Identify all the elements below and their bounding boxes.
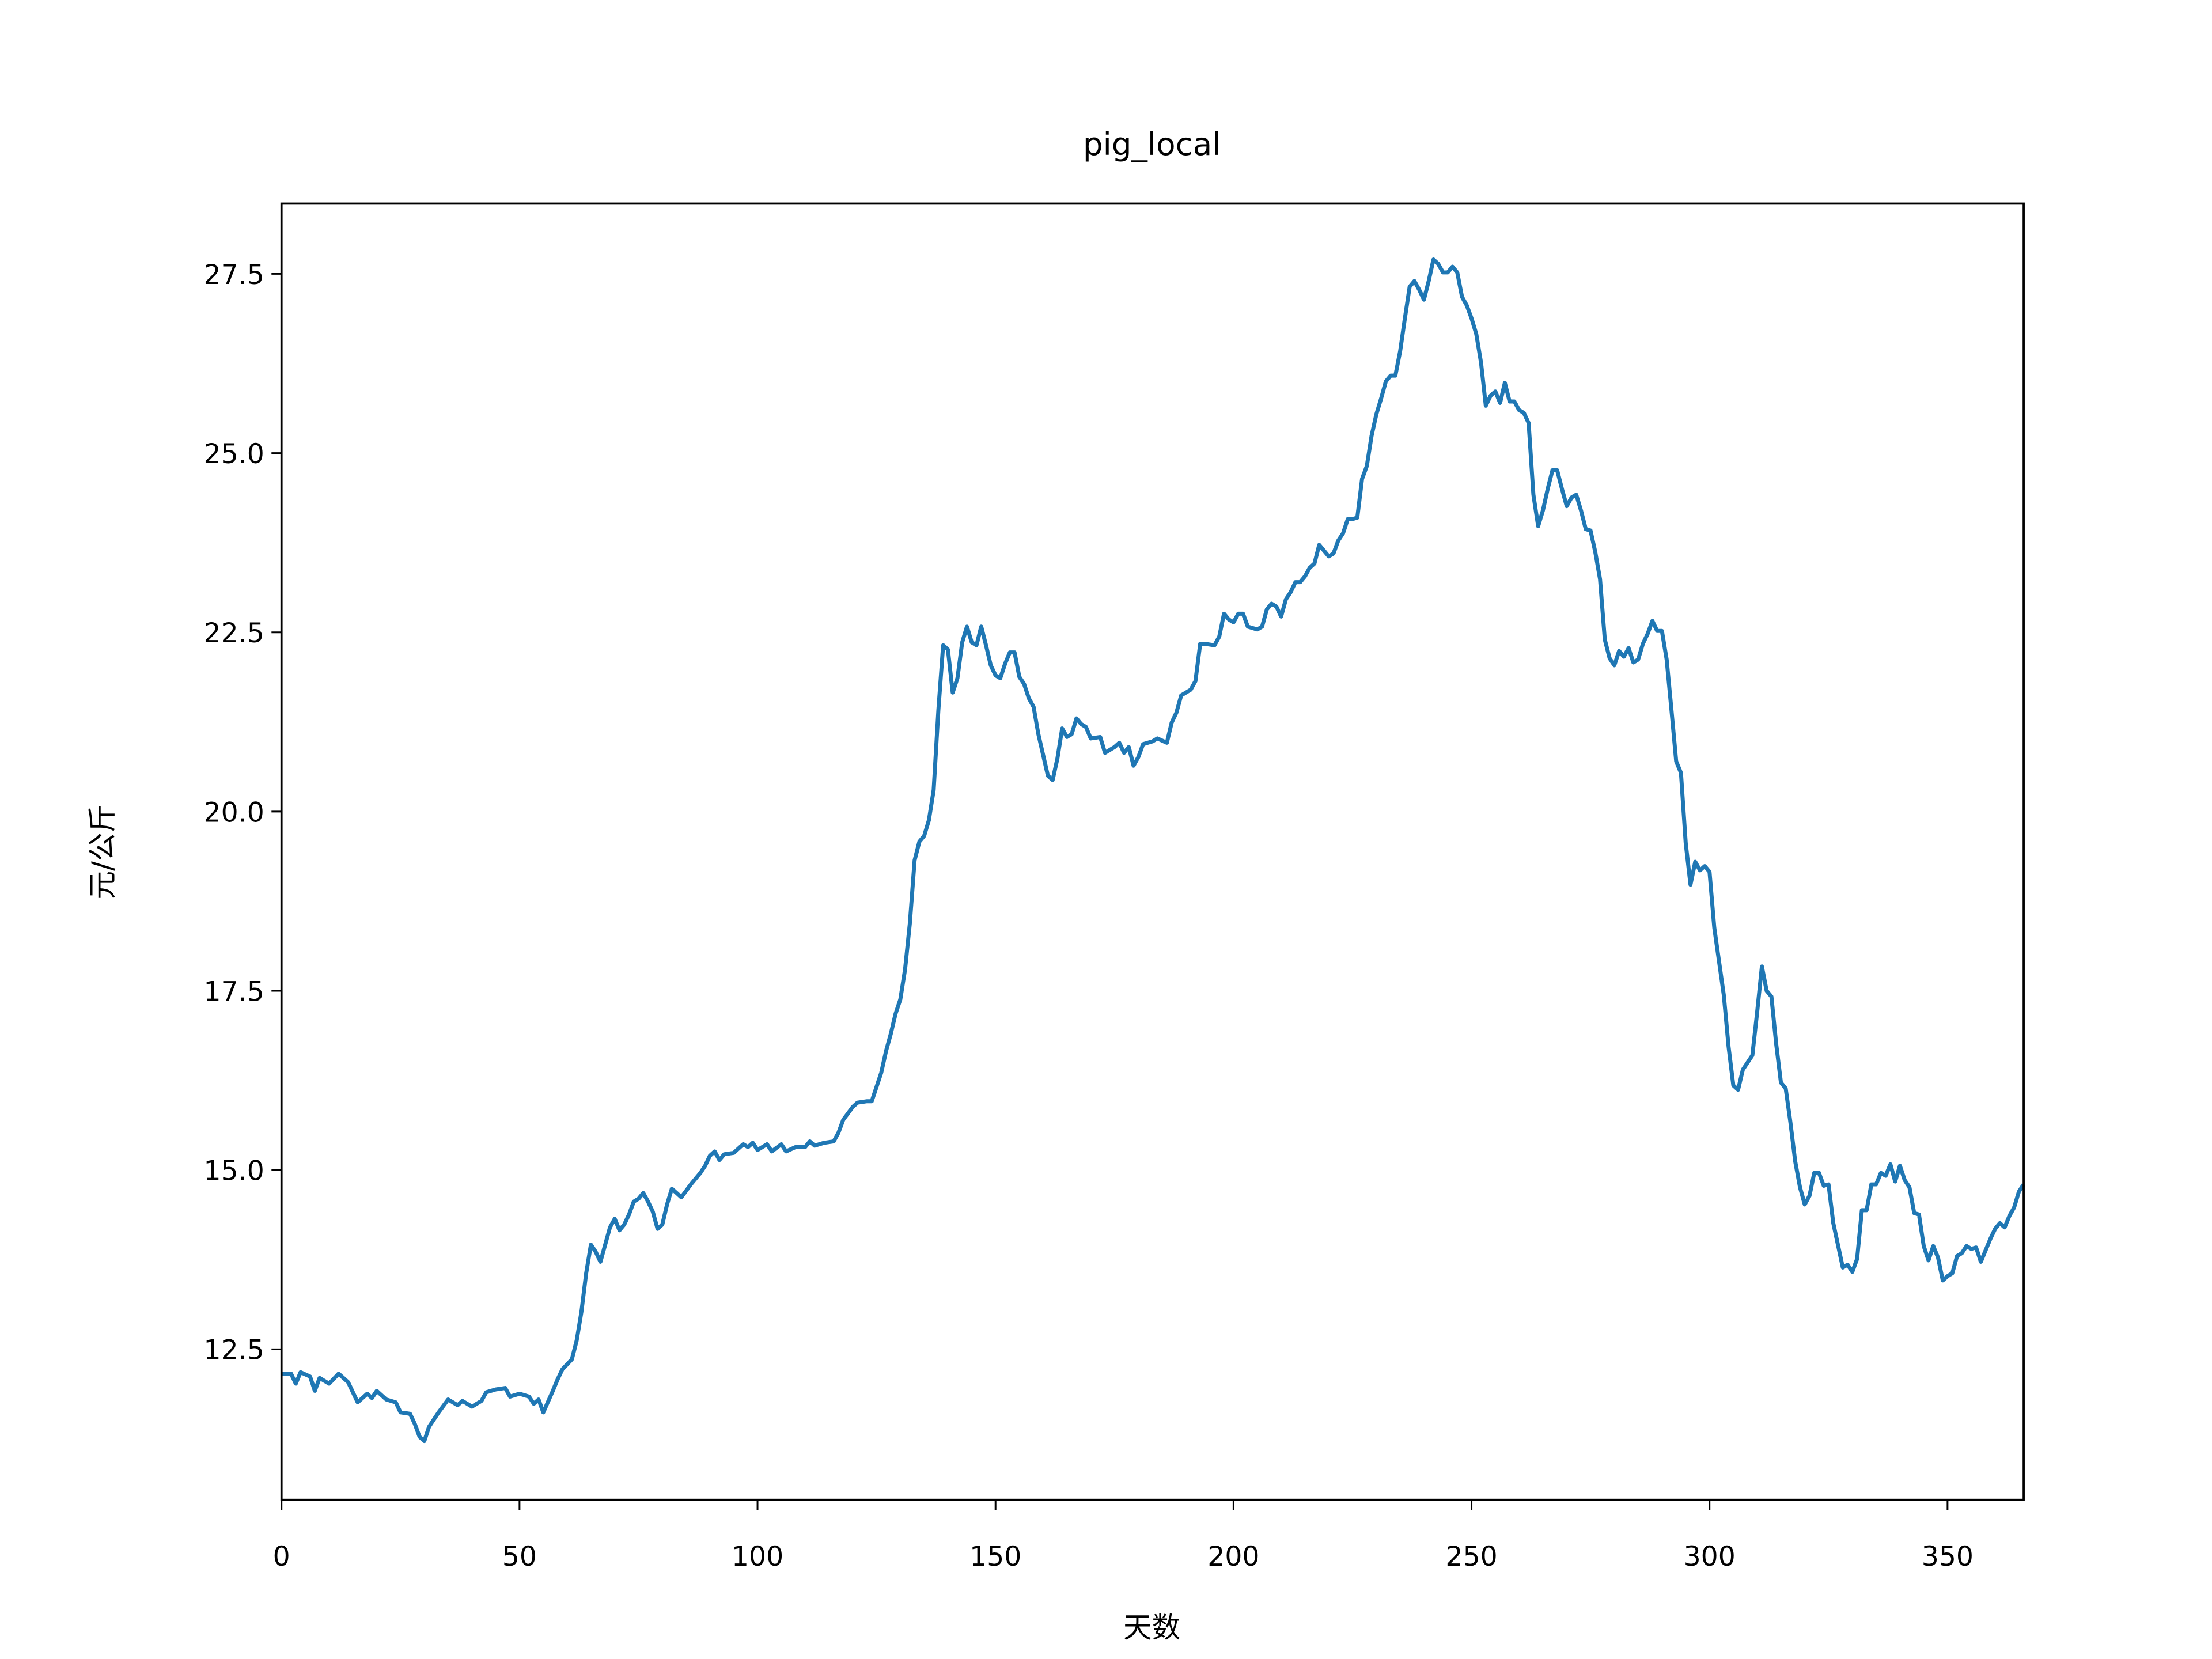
y-tick-label: 25.0: [204, 438, 264, 470]
x-tick-label: 100: [732, 1541, 783, 1573]
x-tick-label: 50: [502, 1541, 537, 1573]
line-series: [281, 257, 2025, 1444]
y-axis-label: 元/公斤: [86, 804, 119, 900]
x-tick-label: 150: [969, 1541, 1021, 1573]
x-axis-label: 天数: [1123, 1611, 1181, 1645]
x-tick-label: 350: [1922, 1541, 1974, 1573]
y-tick-label: 15.0: [204, 1156, 264, 1187]
x-tick-label: 200: [1207, 1541, 1259, 1573]
y-tick-label: 22.5: [204, 618, 264, 649]
x-tick-label: 0: [273, 1541, 290, 1573]
plot-frame: [280, 202, 2025, 1501]
y-tick-label: 12.5: [204, 1335, 264, 1366]
x-tick-label: 250: [1445, 1541, 1497, 1573]
y-tick-label: 20.0: [204, 797, 264, 828]
y-tick-label: 27.5: [204, 259, 264, 291]
chart-title: pig_local: [1083, 126, 1221, 162]
y-tick-label: 17.5: [204, 976, 264, 1007]
x-tick-label: 300: [1684, 1541, 1736, 1573]
